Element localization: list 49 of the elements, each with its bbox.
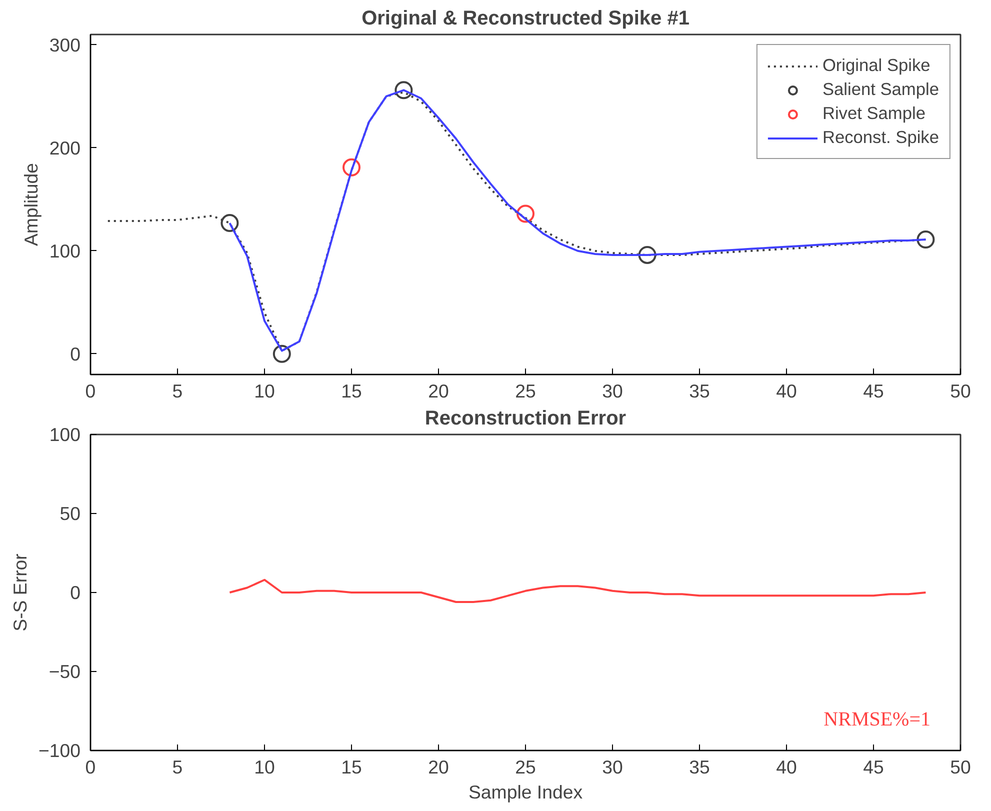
y-tick-label: 0 [70,582,81,603]
chart-title: Original & Reconstructed Spike #1 [362,8,690,30]
x-tick-label: 30 [602,756,623,778]
x-tick-label: 20 [428,380,449,402]
y-tick-label: −50 [48,661,81,682]
point [342,158,360,176]
x-tick-label: 30 [602,380,623,402]
chart-title: Reconstruction Error [424,408,626,430]
x-tick-label: 45 [863,756,884,778]
y-tick-label: 100 [49,240,81,262]
legend-label: Rivet Sample [822,103,926,124]
x-axis-title: Sample Index [468,782,584,802]
point [220,214,239,232]
x-tick-label: 40 [776,380,797,402]
y-axis-title: S-S Error [9,554,30,632]
x-tick-label: 45 [863,380,884,402]
x-tick-label: 15 [341,756,362,778]
y-tick-label: 300 [49,34,81,56]
x-tick-label: 0 [85,380,96,402]
y-axis-title: Amplitude [20,163,42,246]
y-tick-label: 50 [60,503,81,524]
x-tick-label: 50 [950,380,971,402]
x-tick-label: 40 [776,756,797,778]
y-tick-label: −100 [38,740,81,761]
legend-label: Original Spike [822,55,930,76]
x-tick-label: 50 [950,756,971,778]
legend-label: Salient Sample [822,79,939,100]
x-tick-label: 10 [254,756,275,778]
x-tick-label: 25 [515,380,536,402]
point [916,230,935,249]
x-tick-label: 35 [689,380,710,402]
x-tick-label: 10 [254,380,275,402]
x-tick-label: 5 [172,380,183,402]
legend-label: Reconst. Spike [822,127,939,148]
x-tick-label: 20 [428,756,449,778]
x-tick-label: 25 [515,756,536,778]
annotation: NRMSE%=1 [824,708,931,730]
point [638,246,656,264]
y-tick-label: 200 [49,137,81,158]
y-tick-label: 0 [70,343,81,364]
point [272,344,291,363]
line-series [228,578,927,603]
y-tick-label: 100 [49,424,81,445]
x-tick-label: 35 [689,756,710,778]
x-tick-label: 0 [85,756,96,778]
point [394,81,413,100]
x-tick-label: 15 [341,380,362,402]
point [516,204,534,223]
x-tick-label: 5 [172,756,183,778]
